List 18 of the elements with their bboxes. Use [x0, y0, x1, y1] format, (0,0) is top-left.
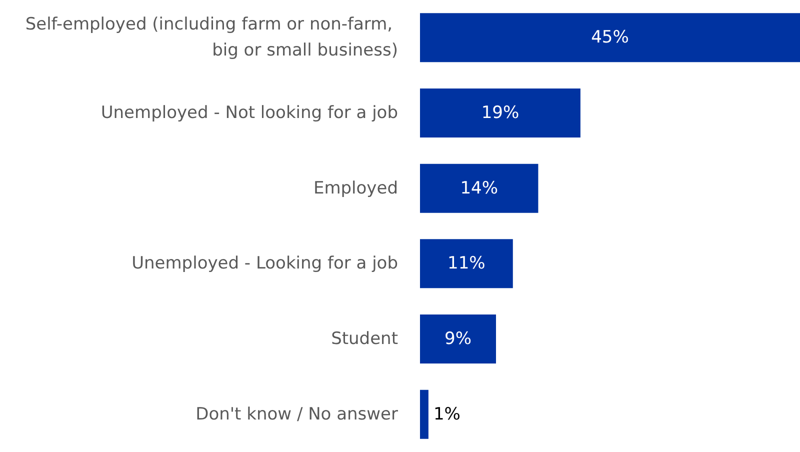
bar: [420, 390, 428, 439]
bar: [420, 164, 538, 213]
bar: [420, 88, 580, 138]
y-tick-label: Self-employed (including farm or non-farm, big or small business): [25, 14, 398, 61]
bar: [420, 13, 800, 62]
data-label: 1%: [433, 404, 460, 424]
data-label: 45%: [591, 28, 629, 48]
data-label: 9%: [444, 329, 472, 349]
y-tick-label: Don't know / No answer: [196, 404, 398, 424]
bar: [420, 239, 513, 288]
y-tick-label: Unemployed - Not looking for a job: [100, 103, 398, 123]
y-tick-label: Student: [331, 329, 398, 349]
y-tick-label: Employed: [313, 178, 398, 198]
data-label: 14%: [460, 178, 498, 198]
bar: [420, 314, 496, 364]
data-label: 19%: [481, 103, 520, 123]
y-tick-label: Unemployed - Looking for a job: [132, 254, 398, 274]
data-label: 11%: [448, 254, 486, 274]
